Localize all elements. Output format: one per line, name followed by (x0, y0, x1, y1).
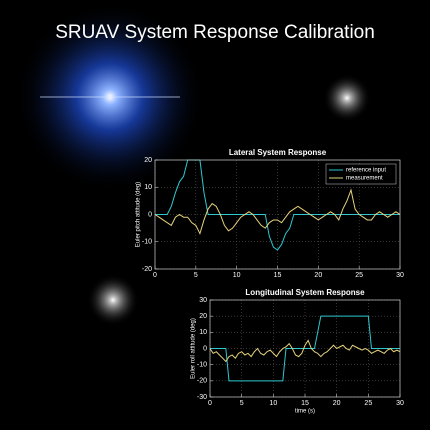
y-tick-label: 10 (199, 329, 207, 336)
x-axis-label: time (s) (295, 409, 315, 415)
x-tick-label: 0 (153, 272, 157, 279)
plot-frame (209, 299, 401, 398)
y-axis-label: Euler roll attitude (deg) (191, 318, 197, 379)
glow (87, 274, 139, 326)
chart-title: Lateral System Response (229, 148, 327, 157)
y-tick-label: -20 (142, 266, 152, 273)
chart: Lateral System Response -20 -10 0 10 20 0 5 10 15… (136, 148, 404, 279)
x-tick-label: 25 (355, 272, 363, 279)
x-tick-label: 20 (314, 272, 322, 279)
x-tick-label: 0 (208, 400, 212, 407)
legend-box (325, 163, 397, 185)
x-tick-label: 10 (233, 272, 241, 279)
x-tick-label: 25 (364, 400, 372, 407)
y-tick-label: 10 (144, 184, 152, 191)
y-axis-label: Euler pitch attitude (deg) (136, 182, 142, 247)
y-tick-label: -10 (142, 239, 152, 246)
x-tick-label: 15 (301, 400, 309, 407)
chart-title: Longitudinal System Response (245, 288, 365, 297)
x-tick-label: 10 (269, 400, 277, 407)
series-line (210, 315, 400, 382)
x-tick-label: 30 (396, 272, 404, 279)
x-tick-label: 30 (396, 400, 404, 407)
glow (323, 74, 371, 122)
y-tick-label: 0 (148, 211, 152, 218)
page-title: SRUAV System Response Calibration (55, 22, 375, 43)
x-tick-label: 20 (333, 400, 341, 407)
y-tick-label: 30 (199, 297, 207, 304)
y-tick-label: 20 (144, 157, 152, 164)
x-tick-label: 5 (194, 272, 198, 279)
x-tick-label: 15 (274, 272, 282, 279)
chart: Longitudinal System Response -30 -20 -10 0 10… (191, 288, 404, 414)
y-tick-label: -30 (197, 394, 207, 401)
legend-label: measurement (346, 176, 383, 182)
plot-frame (154, 159, 401, 270)
y-tick-label: -10 (197, 362, 207, 369)
x-tick-label: 5 (240, 400, 244, 407)
y-tick-label: 20 (199, 313, 207, 320)
legend-label: reference input (346, 168, 386, 174)
y-tick-label: 0 (203, 345, 207, 352)
series-line (154, 188, 401, 235)
y-tick-label: -20 (197, 378, 207, 385)
series-line (209, 339, 401, 363)
